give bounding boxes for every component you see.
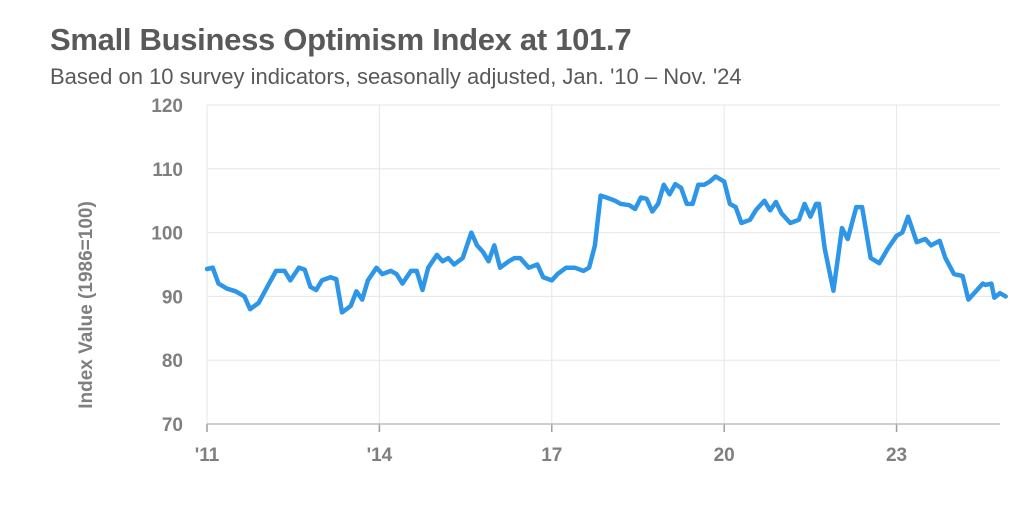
x-tick-label: '14 (367, 445, 393, 466)
y-tick-label: 80 (162, 351, 183, 372)
x-tick-label: '11 (195, 445, 220, 466)
chart-subtitle: Based on 10 survey indicators, seasonall… (50, 64, 742, 89)
axis-layer: 70 80 90 100 110 120 '11 '14 17 20 23 (151, 96, 1000, 466)
x-tick-label: 17 (541, 445, 562, 466)
grid-layer (206, 104, 1000, 424)
y-tick-label: 90 (162, 287, 183, 308)
series-layer (204, 174, 1008, 315)
x-tick-label: 23 (886, 445, 907, 466)
y-tick-label: 70 (162, 415, 183, 436)
y-tick-label: 100 (151, 224, 183, 245)
y-axis-label: Index Value (1986=100) (76, 201, 97, 409)
chart-title: Small Business Optimism Index at 101.7 (50, 22, 632, 57)
y-tick-label: 120 (151, 96, 183, 117)
x-tick-label: 20 (714, 445, 735, 466)
series-line (204, 174, 1008, 315)
y-tick-label: 110 (152, 160, 183, 181)
